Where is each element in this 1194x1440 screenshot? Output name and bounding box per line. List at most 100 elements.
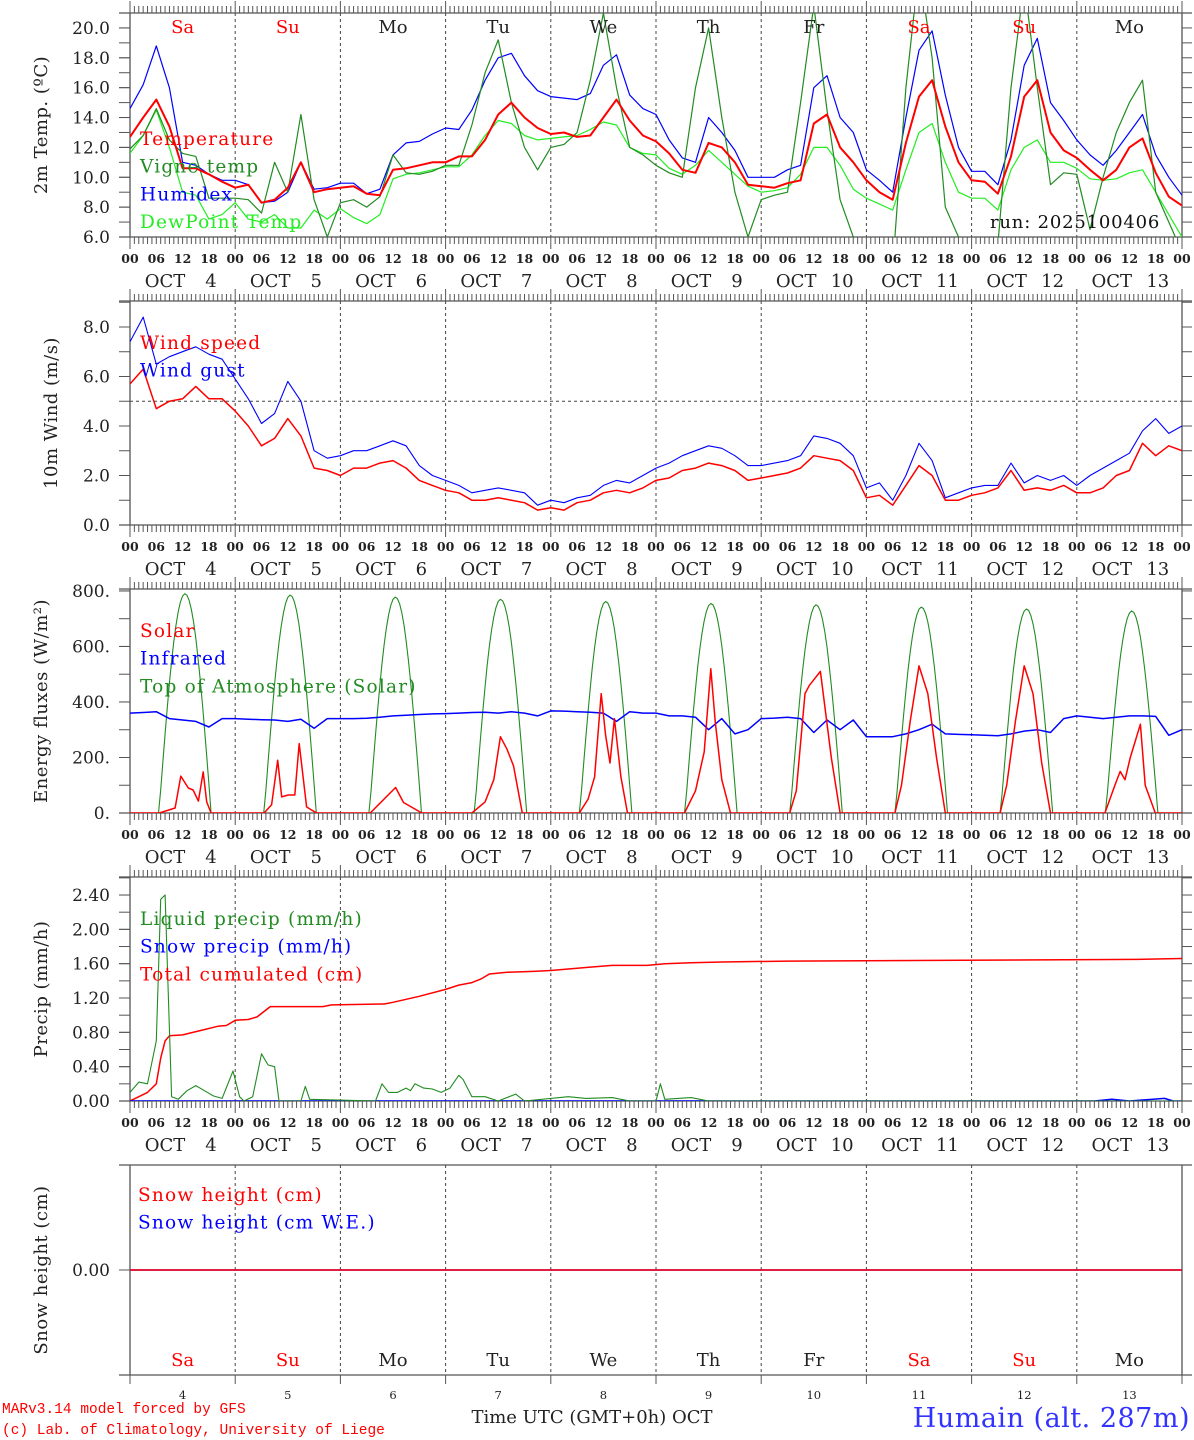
hour-label: 06: [1094, 1115, 1112, 1130]
hour-label: 06: [463, 1115, 481, 1130]
series-group: [130, 13, 1182, 237]
hour-label: 00: [1068, 827, 1086, 842]
legend-wind-gust: Wind gust: [140, 361, 246, 382]
day-number-label: 7: [495, 1388, 502, 1402]
panel-1: 6.0 8.0 10.0 12.0 14.0 16.0 18.0 20.0 2m Temp. (…: [31, 1, 1192, 292]
hour-label: 18: [937, 827, 955, 842]
month-label: OCT: [566, 847, 607, 868]
weekday-label-bottom: Sa: [907, 1350, 930, 1371]
hour-label: 18: [726, 827, 744, 842]
temperature-line: [130, 79, 1182, 207]
hour-label: 18: [937, 539, 955, 554]
hour-label: 18: [411, 827, 429, 842]
date-label: 5: [310, 559, 321, 580]
hour-label: 12: [489, 1115, 506, 1130]
hour-label: 18: [1042, 1115, 1060, 1130]
hour-label: 06: [779, 827, 797, 842]
hour-label: 12: [700, 539, 717, 554]
vigne-temp-line: [130, 13, 1177, 237]
hour-label: 06: [568, 251, 586, 266]
date-label: 9: [731, 271, 742, 292]
hour-label: 06: [1094, 827, 1112, 842]
hour-label: 06: [779, 1115, 797, 1130]
hour-label: 00: [437, 827, 455, 842]
hour-label: 12: [595, 827, 612, 842]
date-label: 12: [1041, 559, 1064, 580]
hour-label: 06: [884, 1115, 902, 1130]
month-label: OCT: [566, 1135, 607, 1156]
legend-solar: Solar: [140, 621, 196, 642]
month-label: OCT: [355, 847, 396, 868]
date-label: 4: [205, 559, 216, 580]
legend-dewpoint-temp: DewPoint Temp: [140, 212, 302, 233]
hour-label: 12: [1015, 539, 1032, 554]
hour-label: 06: [463, 251, 481, 266]
hour-label: 06: [148, 539, 166, 554]
hour-label: 18: [411, 539, 429, 554]
hour-label: 12: [174, 1115, 191, 1130]
month-label: OCT: [566, 559, 607, 580]
y-axis-label: Energy fluxes (W/m²): [31, 599, 52, 803]
y-axis-label: Precip (mm/h): [31, 921, 52, 1058]
hour-label: 18: [200, 251, 218, 266]
weekday-label-bottom: Tu: [486, 1350, 510, 1371]
hour-label: 06: [253, 827, 271, 842]
hour-label: 18: [200, 539, 218, 554]
weekday-label-top: Fr: [803, 17, 824, 38]
day-number-label: 5: [284, 1388, 291, 1402]
hour-label: 00: [752, 1115, 770, 1130]
legend-total-cumulated-cm: Total cumulated (cm): [140, 964, 363, 985]
month-label: OCT: [986, 271, 1027, 292]
date-label: 11: [936, 559, 959, 580]
hour-label: 12: [805, 251, 822, 266]
hour-label: 12: [595, 1115, 612, 1130]
hour-label: 18: [305, 1115, 323, 1130]
date-label: 4: [205, 1135, 216, 1156]
hour-label: 00: [332, 539, 350, 554]
y-tick-label: 0.00: [72, 1092, 110, 1112]
hour-label: 12: [384, 539, 401, 554]
legend-snow-precip-mm-h: Snow precip (mm/h): [140, 937, 352, 958]
month-label: OCT: [145, 271, 186, 292]
date-label: 11: [936, 1135, 959, 1156]
hour-label: 00: [1173, 251, 1191, 266]
date-label: 5: [310, 847, 321, 868]
hour-label: 18: [1147, 827, 1165, 842]
day-number-label: 8: [600, 1388, 607, 1402]
y-tick-label: 8.0: [83, 198, 110, 218]
hour-label: 12: [489, 827, 506, 842]
weekday-label-bottom: Mo: [1115, 1350, 1144, 1371]
hour-label: 06: [148, 1115, 166, 1130]
weekday-label-top: Su: [1012, 17, 1036, 38]
date-label: 6: [416, 847, 427, 868]
legend-temperature: Temperature: [140, 129, 274, 150]
date-label: 11: [936, 271, 959, 292]
month-label: OCT: [986, 1135, 1027, 1156]
hour-label: 18: [200, 1115, 218, 1130]
hour-label: 12: [700, 1115, 717, 1130]
hour-label: 00: [437, 251, 455, 266]
lab-credit: (c) Lab. of Climatology, University of L…: [2, 1423, 385, 1439]
day-number-label: 10: [806, 1388, 821, 1402]
date-label: 9: [731, 847, 742, 868]
date-label: 4: [205, 847, 216, 868]
hour-label: 00: [858, 251, 876, 266]
weekday-label-bottom: Su: [276, 1350, 300, 1371]
month-label: OCT: [250, 1135, 291, 1156]
month-label: OCT: [145, 1135, 186, 1156]
hour-label: 00: [647, 827, 665, 842]
hour-label: 12: [910, 827, 927, 842]
hour-label: 18: [831, 251, 849, 266]
hour-label: 18: [831, 1115, 849, 1130]
hour-label: 06: [358, 251, 376, 266]
y-tick-label: 6.0: [83, 228, 110, 248]
date-label: 12: [1041, 271, 1064, 292]
hour-label: 06: [148, 251, 166, 266]
hour-label: 18: [305, 827, 323, 842]
hour-label: 18: [726, 1115, 744, 1130]
date-label: 11: [936, 847, 959, 868]
y-tick-label: 16.0: [72, 79, 110, 99]
hour-label: 12: [279, 539, 296, 554]
hour-label: 18: [726, 251, 744, 266]
hour-label: 06: [989, 251, 1007, 266]
